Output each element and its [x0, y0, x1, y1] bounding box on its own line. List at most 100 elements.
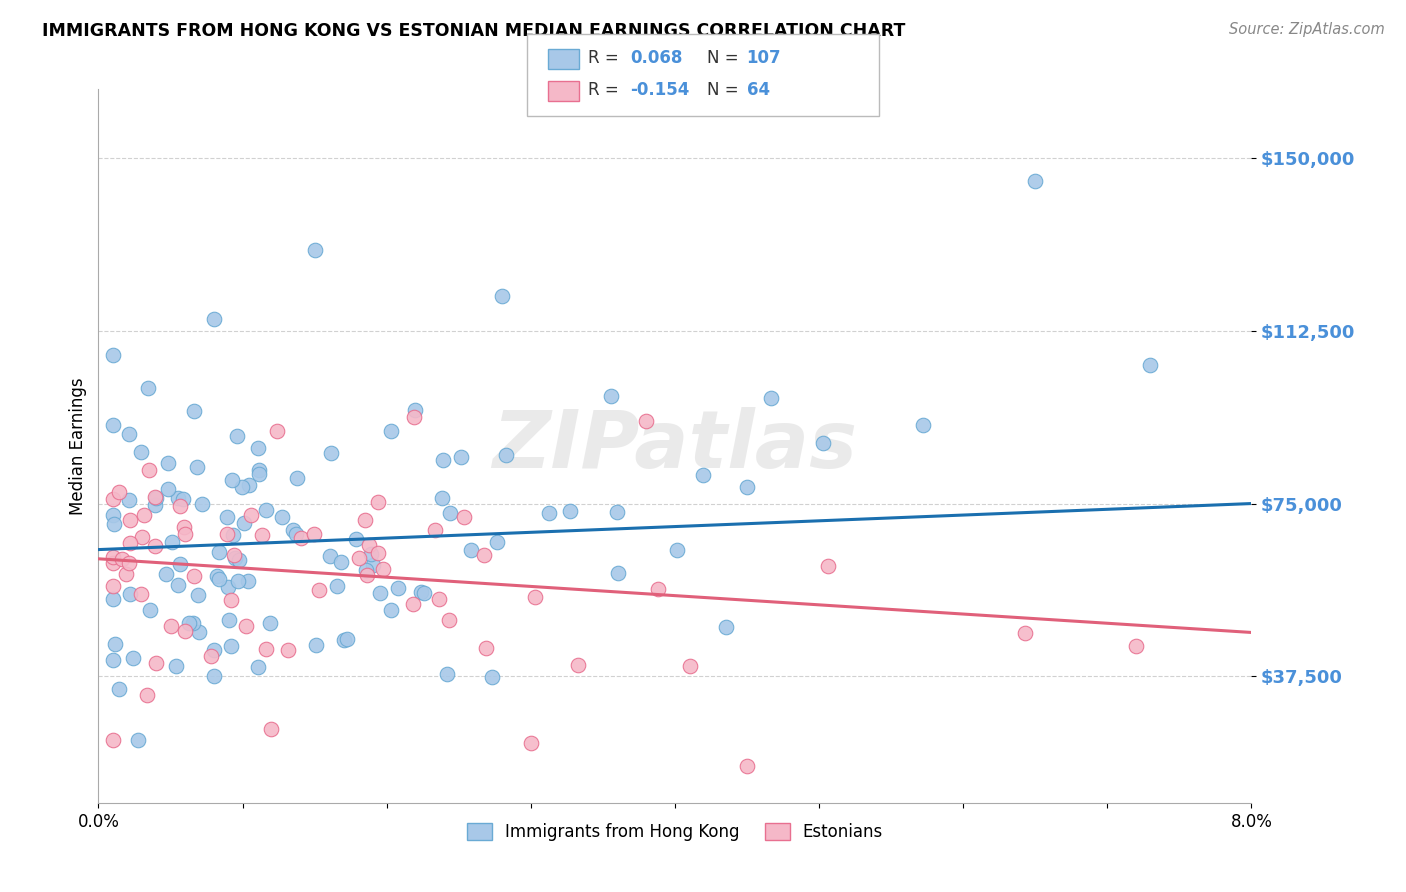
Point [336, 632, 359, 647]
Point [495, 449, 517, 463]
Point [108, 682, 131, 697]
Point [174, 624, 197, 639]
Point [367, 495, 389, 509]
Point [233, 516, 256, 530]
Point [1139, 359, 1161, 373]
Point [472, 548, 495, 562]
Point [103, 637, 125, 651]
Point [101, 591, 124, 606]
Text: IMMIGRANTS FROM HONG KONG VS ESTONIAN MEDIAN EARNINGS CORRELATION CHART: IMMIGRANTS FROM HONG KONG VS ESTONIAN ME… [42, 22, 905, 40]
Point [101, 732, 124, 747]
Point [304, 244, 326, 258]
Point [305, 638, 328, 652]
Point [247, 463, 270, 477]
Point [247, 660, 270, 674]
Point [606, 505, 628, 519]
Point [436, 666, 458, 681]
Point [285, 526, 308, 541]
Point [101, 579, 124, 593]
Point [290, 531, 312, 545]
Point [145, 490, 167, 504]
Point [238, 477, 260, 491]
Point [240, 508, 263, 522]
Point [157, 482, 180, 496]
Point [127, 732, 149, 747]
Point [387, 581, 409, 595]
Point [200, 648, 222, 663]
Point [208, 544, 231, 558]
Text: 0.068: 0.068 [630, 49, 682, 67]
Point [169, 557, 191, 571]
Point [271, 509, 294, 524]
Point [157, 456, 180, 470]
Y-axis label: Median Earnings: Median Earnings [69, 377, 87, 515]
Point [330, 555, 353, 569]
Point [135, 688, 157, 702]
Point [111, 552, 134, 566]
Point [560, 503, 582, 517]
Point [219, 593, 242, 607]
Point [368, 586, 391, 600]
Point [101, 508, 124, 523]
Point [103, 517, 125, 532]
Point [425, 523, 447, 537]
Point [215, 527, 238, 541]
Point [155, 566, 177, 581]
Point [402, 598, 425, 612]
Point [354, 563, 377, 577]
Point [360, 547, 382, 561]
Point [692, 467, 714, 482]
Point [129, 587, 152, 601]
Point [538, 506, 561, 520]
Point [679, 658, 702, 673]
Point [202, 312, 225, 326]
Point [118, 493, 141, 508]
Text: R =: R = [588, 81, 619, 99]
Point [145, 656, 167, 670]
Point [714, 620, 737, 634]
Point [219, 640, 242, 654]
Point [259, 615, 281, 630]
Point [567, 657, 589, 672]
Point [254, 503, 277, 517]
Point [432, 491, 454, 505]
Point [188, 624, 211, 639]
Point [101, 550, 124, 565]
Point [281, 523, 304, 537]
Point [221, 473, 243, 487]
Point [254, 641, 277, 656]
Point [143, 498, 166, 512]
Point [319, 446, 342, 460]
Point [225, 429, 247, 443]
Legend: Immigrants from Hong Kong, Estonians: Immigrants from Hong Kong, Estonians [460, 816, 890, 848]
Point [432, 452, 454, 467]
Point [118, 556, 141, 570]
Point [759, 391, 782, 405]
Point [260, 722, 283, 736]
Point [359, 537, 381, 551]
Point [118, 426, 141, 441]
Point [139, 603, 162, 617]
Text: 64: 64 [747, 81, 769, 99]
Point [302, 527, 325, 541]
Point [811, 435, 834, 450]
Point [817, 558, 839, 573]
Point [402, 410, 425, 425]
Point [202, 643, 225, 657]
Text: ZIPatlas: ZIPatlas [492, 407, 858, 485]
Text: N =: N = [707, 49, 738, 67]
Point [453, 510, 475, 524]
Point [173, 520, 195, 534]
Point [636, 414, 658, 428]
Point [120, 536, 142, 550]
Point [666, 543, 689, 558]
Point [101, 349, 124, 363]
Point [131, 445, 153, 459]
Point [165, 658, 187, 673]
Point [491, 289, 513, 303]
Point [132, 508, 155, 522]
Point [481, 670, 503, 684]
Point [167, 578, 190, 592]
Point [247, 467, 270, 482]
Point [120, 513, 142, 527]
